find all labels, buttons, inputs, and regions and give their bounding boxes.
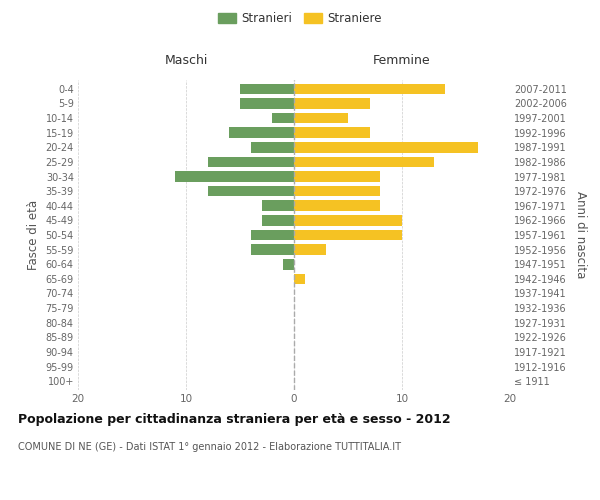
Bar bbox=[175, 171, 294, 182]
Bar bbox=[283, 259, 294, 270]
Bar bbox=[294, 84, 445, 94]
Bar bbox=[251, 244, 294, 255]
Bar bbox=[262, 215, 294, 226]
Text: COMUNE DI NE (GE) - Dati ISTAT 1° gennaio 2012 - Elaborazione TUTTITALIA.IT: COMUNE DI NE (GE) - Dati ISTAT 1° gennai… bbox=[18, 442, 401, 452]
Bar bbox=[229, 128, 294, 138]
Bar bbox=[294, 113, 348, 124]
Y-axis label: Fasce di età: Fasce di età bbox=[27, 200, 40, 270]
Bar bbox=[294, 171, 380, 182]
Text: Femmine: Femmine bbox=[373, 54, 431, 68]
Y-axis label: Anni di nascita: Anni di nascita bbox=[574, 192, 587, 278]
Bar bbox=[294, 230, 402, 240]
Bar bbox=[251, 142, 294, 152]
Text: Maschi: Maschi bbox=[164, 54, 208, 68]
Legend: Stranieri, Straniere: Stranieri, Straniere bbox=[214, 8, 386, 28]
Bar bbox=[262, 200, 294, 211]
Bar bbox=[294, 200, 380, 211]
Bar bbox=[294, 274, 305, 284]
Bar bbox=[294, 244, 326, 255]
Bar bbox=[208, 186, 294, 196]
Bar bbox=[240, 84, 294, 94]
Bar bbox=[272, 113, 294, 124]
Bar bbox=[294, 156, 434, 167]
Bar bbox=[294, 98, 370, 108]
Bar bbox=[240, 98, 294, 108]
Bar bbox=[294, 215, 402, 226]
Bar bbox=[294, 128, 370, 138]
Bar bbox=[294, 142, 478, 152]
Bar bbox=[294, 186, 380, 196]
Bar bbox=[251, 230, 294, 240]
Bar bbox=[208, 156, 294, 167]
Text: Popolazione per cittadinanza straniera per età e sesso - 2012: Popolazione per cittadinanza straniera p… bbox=[18, 412, 451, 426]
